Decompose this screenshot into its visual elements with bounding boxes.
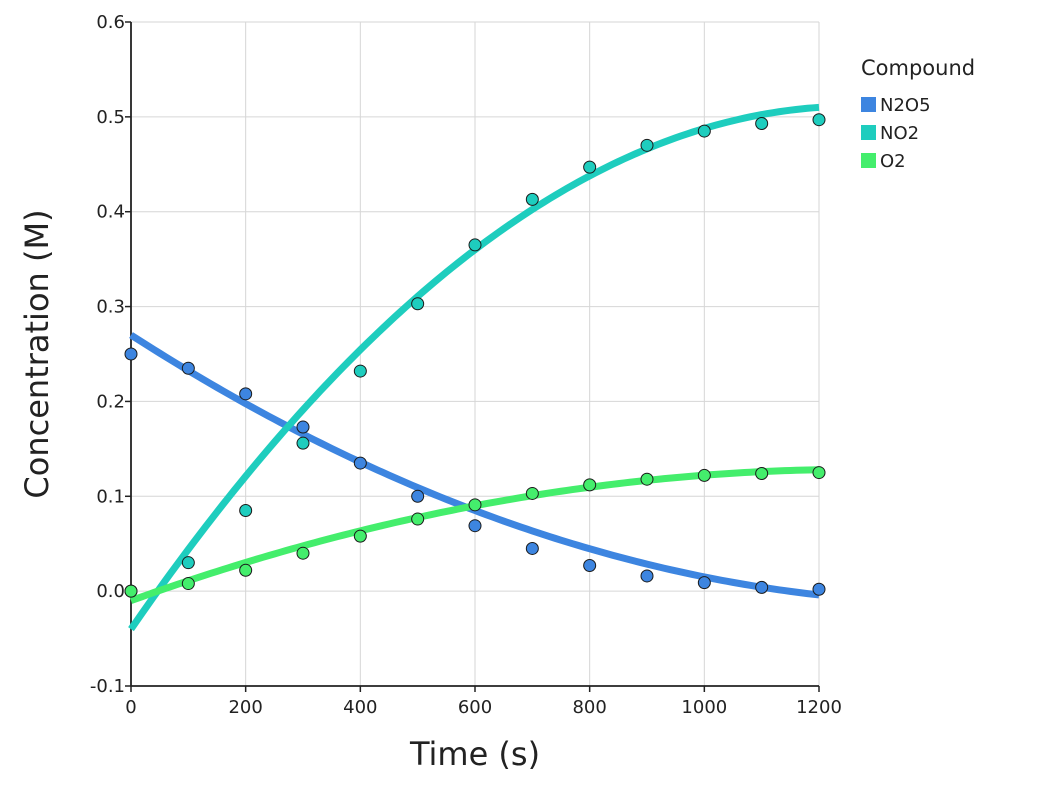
data-point-n2o5 <box>812 582 826 596</box>
legend-title: Compound <box>861 56 975 80</box>
y-axis-title: Concentration (M) <box>18 209 56 498</box>
data-point-no2 <box>583 160 597 174</box>
data-point-n2o5 <box>411 489 425 503</box>
legend-label-n2o5: N2O5 <box>880 95 931 116</box>
data-point-o2 <box>812 466 826 480</box>
y-tick-label: 0.0 <box>96 581 125 602</box>
y-tick-label: 0.6 <box>96 12 125 33</box>
x-tick-label: 1000 <box>681 697 727 718</box>
y-tick-label: 0.5 <box>96 107 125 128</box>
data-point-o2 <box>583 478 597 492</box>
legend-label-o2: O2 <box>880 151 906 172</box>
data-point-no2 <box>239 504 253 518</box>
data-point-o2 <box>525 486 539 500</box>
data-point-no2 <box>640 138 654 152</box>
legend-swatch-o2 <box>861 153 876 168</box>
data-point-n2o5 <box>124 347 138 361</box>
legend-swatch-n2o5 <box>861 97 876 112</box>
data-point-no2 <box>353 364 367 378</box>
y-tick-label: 0.3 <box>96 297 125 318</box>
data-point-n2o5 <box>640 569 654 583</box>
x-tick-label: 400 <box>343 697 377 718</box>
data-point-n2o5 <box>353 456 367 470</box>
data-point-no2 <box>697 124 711 138</box>
data-point-n2o5 <box>697 576 711 590</box>
data-point-n2o5 <box>525 541 539 555</box>
data-point-n2o5 <box>239 387 253 401</box>
data-point-no2 <box>296 436 310 450</box>
legend-label-no2: NO2 <box>880 123 919 144</box>
y-tick-label: 0.4 <box>96 202 125 223</box>
legend: Compound N2O5 NO2 O2 <box>861 56 975 172</box>
data-point-no2 <box>812 113 826 127</box>
data-point-o2 <box>124 584 138 598</box>
data-point-n2o5 <box>181 361 195 375</box>
x-axis-title: Time (s) <box>409 735 540 773</box>
data-point-o2 <box>239 563 253 577</box>
data-point-o2 <box>181 577 195 591</box>
x-tick-label: 200 <box>228 697 262 718</box>
data-point-n2o5 <box>296 420 310 434</box>
data-point-o2 <box>697 468 711 482</box>
data-point-no2 <box>181 556 195 570</box>
data-point-o2 <box>755 467 769 481</box>
data-point-no2 <box>525 192 539 206</box>
data-point-o2 <box>640 472 654 486</box>
x-tick-label: 600 <box>458 697 492 718</box>
data-point-n2o5 <box>468 519 482 533</box>
gridlines <box>131 21 820 686</box>
x-tick-label: 0 <box>125 697 136 718</box>
data-point-o2 <box>296 546 310 560</box>
data-point-no2 <box>411 297 425 311</box>
y-tick-label: 0.1 <box>96 486 125 507</box>
data-point-o2 <box>468 498 482 512</box>
data-point-no2 <box>468 238 482 252</box>
data-points <box>124 113 826 598</box>
data-point-n2o5 <box>755 580 769 594</box>
legend-swatch-no2 <box>861 125 876 140</box>
y-tick-label: 0.2 <box>96 391 125 412</box>
data-point-no2 <box>755 116 769 130</box>
x-tick-label: 1200 <box>796 697 842 718</box>
tick-labels: 0 200 400 600 800 1000 1200 -0.1 0.0 0.1 0.2 0.3 0.4… <box>90 12 842 718</box>
x-tick-label: 800 <box>572 697 606 718</box>
y-tick-label: -0.1 <box>90 676 125 697</box>
data-point-n2o5 <box>583 559 597 573</box>
data-point-o2 <box>353 529 367 543</box>
data-point-o2 <box>411 512 425 526</box>
